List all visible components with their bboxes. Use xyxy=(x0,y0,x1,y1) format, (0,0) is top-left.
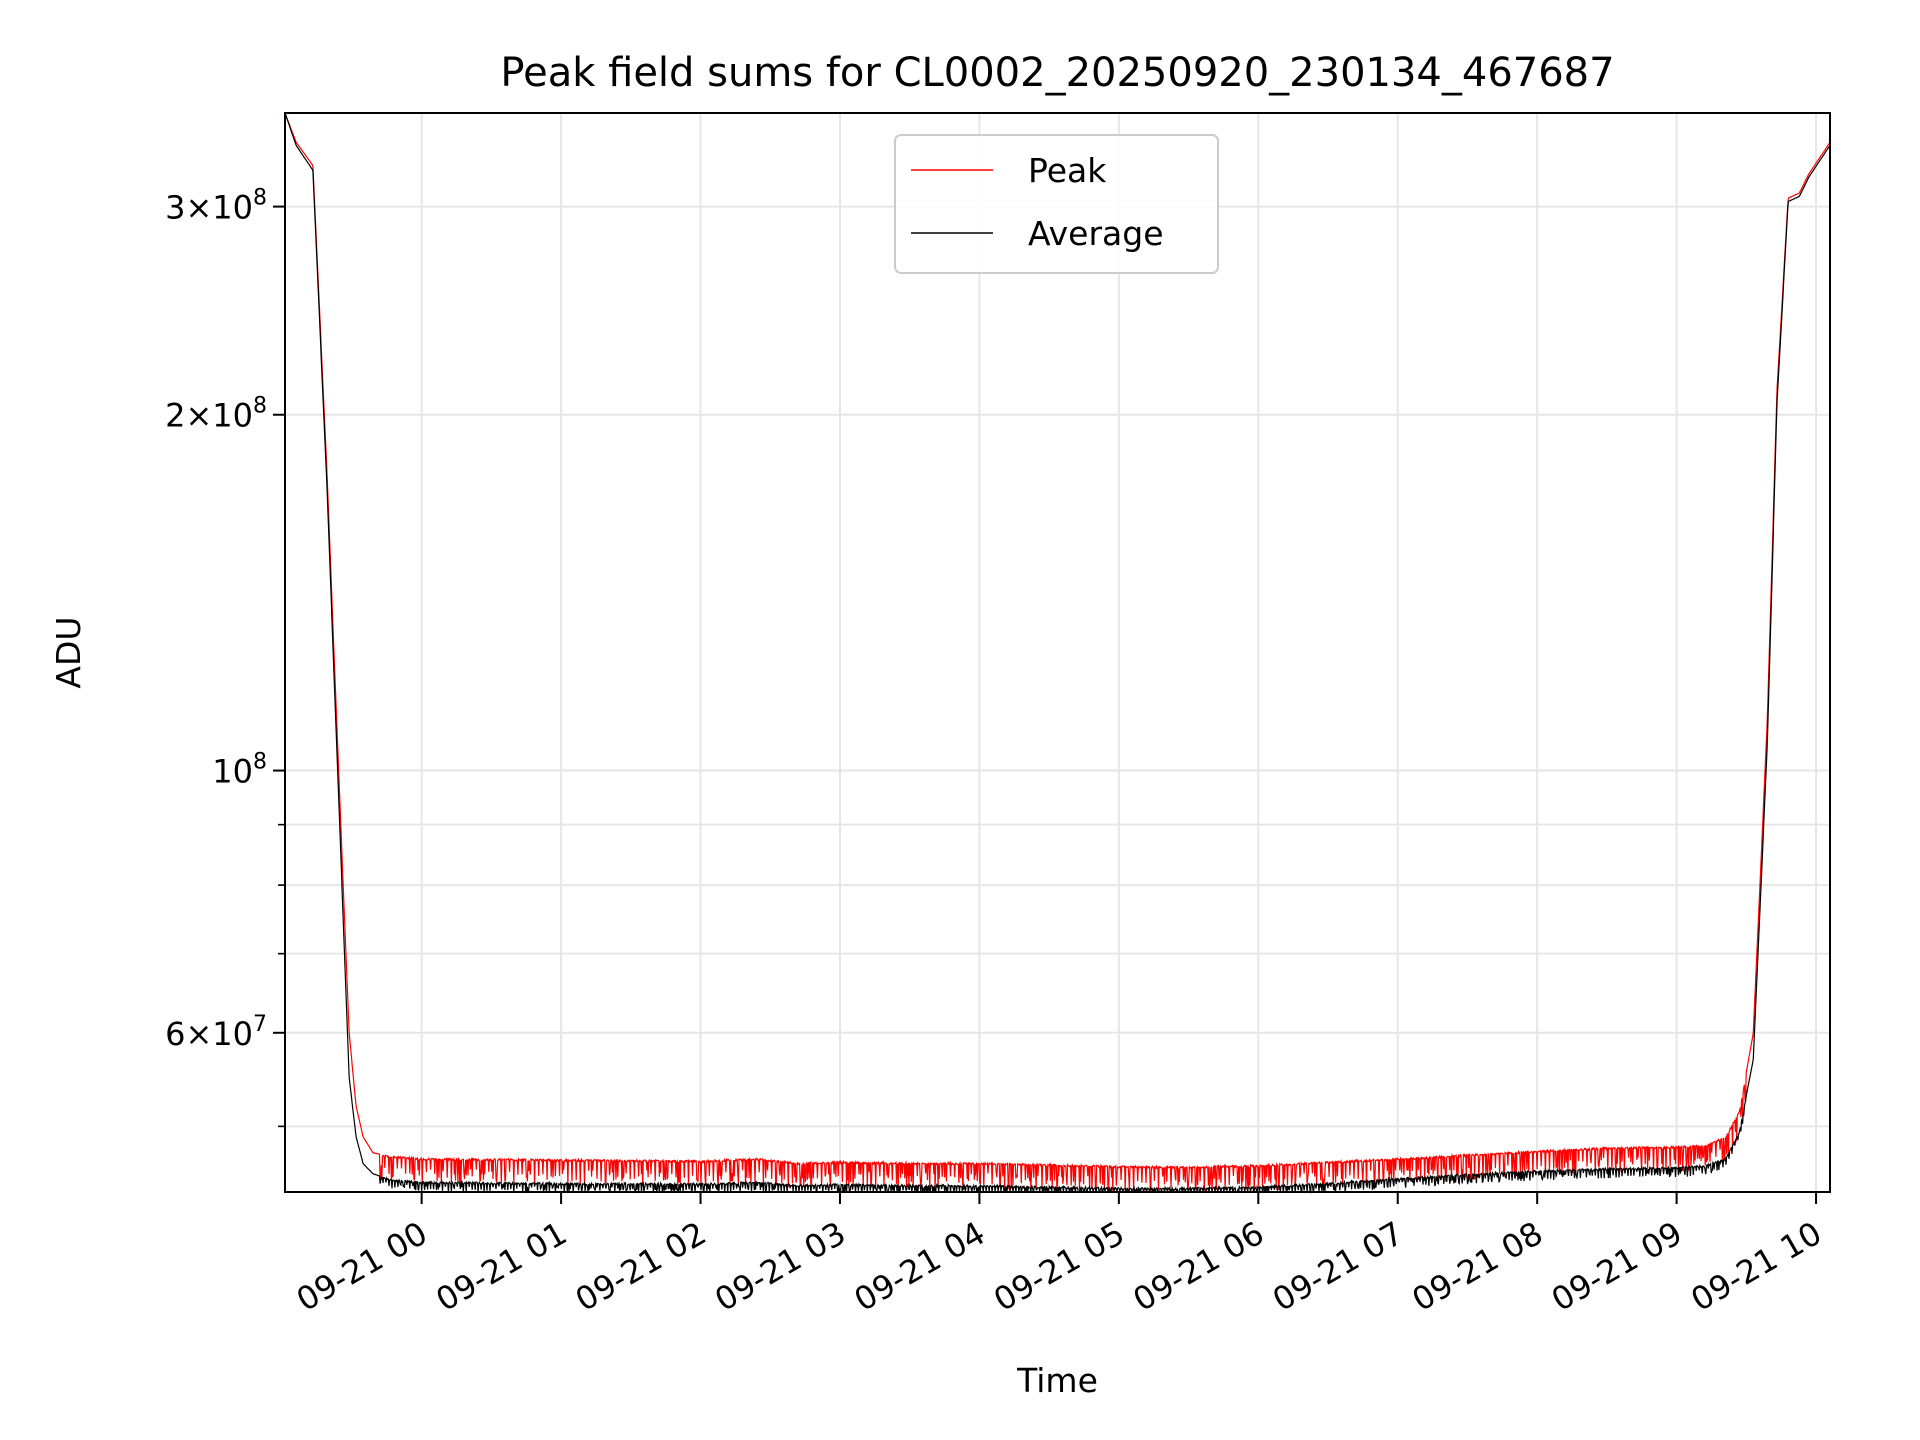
plot-frame xyxy=(284,112,1831,1193)
y-tick-base: 10 xyxy=(212,753,253,791)
y-tick-label: 2×108 xyxy=(165,394,267,435)
y-tick-base: 10 xyxy=(212,397,253,435)
grid xyxy=(285,113,1830,1192)
y-tick-base: 10 xyxy=(212,189,253,227)
chart-title: Peak field sums for CL0002_20250920_2301… xyxy=(500,50,1614,96)
y-tick-exponent: 7 xyxy=(253,1012,267,1037)
y-tick-exponent: 8 xyxy=(253,750,267,775)
y-tick-times: × xyxy=(185,397,212,435)
y-tick-mantissa: 2 xyxy=(165,397,185,435)
legend-label-peak: Peak xyxy=(1028,151,1107,190)
y-tick-exponent: 8 xyxy=(253,394,267,419)
y-tick-label: 3×108 xyxy=(165,186,267,227)
legend-label-average: Average xyxy=(1028,214,1164,253)
y-tick-mantissa: 3 xyxy=(165,189,185,227)
y-tick-label: 6×107 xyxy=(165,1012,267,1053)
x-axis-label: Time xyxy=(1016,1361,1098,1400)
y-tick-times: × xyxy=(185,189,212,227)
y-tick-mantissa: 6 xyxy=(165,1015,185,1053)
y-tick-exponent: 8 xyxy=(253,186,267,211)
y-axis-label: ADU xyxy=(49,616,88,688)
y-tick-times: × xyxy=(185,1015,212,1053)
y-tick-label: 108 xyxy=(212,750,267,791)
y-tick-base: 10 xyxy=(212,1015,253,1053)
series-line-peak xyxy=(284,112,1831,1193)
legend: Peak Average xyxy=(894,134,1219,274)
